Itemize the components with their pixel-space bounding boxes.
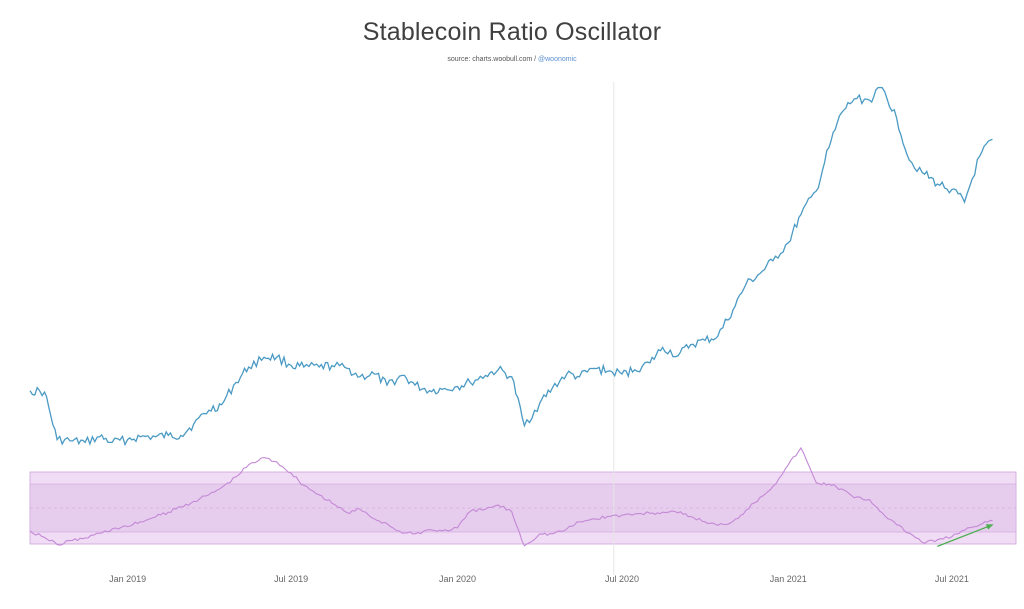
price-line	[29, 86, 993, 447]
x-tick-label: Jul 2019	[274, 574, 308, 584]
x-tick-label: Jan 2021	[770, 574, 807, 584]
source-prefix: source: charts.woobull.com /	[447, 56, 537, 63]
oscillator-line	[29, 446, 993, 547]
annotations	[937, 524, 994, 548]
chart-title: Stablecoin Ratio Oscillator	[362, 18, 662, 46]
x-tick-label: Jan 2019	[109, 574, 146, 584]
trend-arrow-0	[937, 524, 994, 548]
x-axis-ticks: Jan 2019 Jul 2019 Jan 2020 Jul 2020 Jan 2021…	[109, 574, 969, 584]
x-tick-label: Jul 2021	[935, 574, 969, 584]
price-series	[29, 86, 993, 447]
oscillator-series	[29, 446, 993, 547]
x-tick-label: Jul 2020	[605, 574, 639, 584]
oscillator-bands	[29, 471, 1017, 545]
source-handle-link[interactable]: @woonomic	[538, 56, 577, 63]
x-tick-label: Jan 2020	[439, 574, 476, 584]
chart-source: source: charts.woobull.com / @woonomic	[0, 56, 1024, 63]
